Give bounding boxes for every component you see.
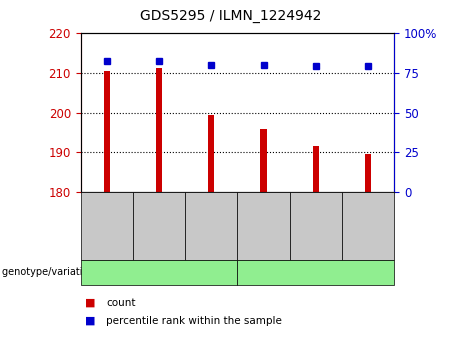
Text: GSM1364047: GSM1364047 [207,196,216,256]
Text: ■: ■ [85,298,96,308]
Text: KLHL40 null: KLHL40 null [283,267,349,277]
Text: wild type: wild type [134,267,184,277]
Text: GSM1364048: GSM1364048 [259,196,268,256]
Bar [313,146,319,192]
Text: GDS5295 / ILMN_1224942: GDS5295 / ILMN_1224942 [140,9,321,23]
Bar [365,154,371,192]
Text: GSM1364046: GSM1364046 [154,196,164,256]
Bar [208,115,214,192]
Bar [156,68,162,192]
Text: genotype/variation ▶: genotype/variation ▶ [2,267,106,277]
Text: count: count [106,298,136,308]
Text: GSM1364049: GSM1364049 [311,196,320,256]
Bar [260,129,266,192]
Text: GSM1364050: GSM1364050 [364,196,372,256]
Text: percentile rank within the sample: percentile rank within the sample [106,315,282,326]
Text: GSM1364045: GSM1364045 [102,196,111,256]
Bar [104,70,110,192]
Text: ■: ■ [85,315,96,326]
